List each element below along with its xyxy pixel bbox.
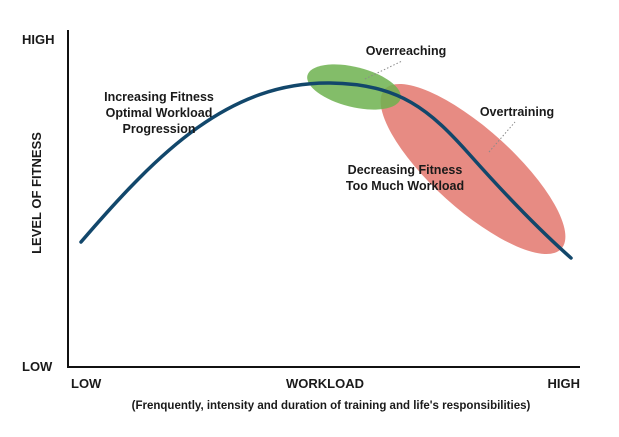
too-much-workload-label: Too Much Workload: [346, 179, 464, 193]
x-axis-title: WORKLOAD: [286, 376, 364, 391]
overtraining-zone: [380, 84, 566, 254]
overreaching-zone: [307, 64, 401, 110]
progression-label: Progression: [123, 122, 196, 136]
x-axis-caption: (Frenquently, intensity and duration of …: [132, 400, 531, 412]
x-axis-low-label: LOW: [71, 376, 102, 391]
y-axis-low-label: LOW: [22, 359, 53, 374]
y-axis-title: LEVEL OF FITNESS: [29, 132, 44, 254]
fitness-curve: [79, 81, 573, 260]
decreasing-fitness-label: Decreasing Fitness: [348, 163, 463, 177]
y-axis-high-label: HIGH: [22, 32, 55, 47]
overtraining-label: Overtraining: [480, 105, 554, 119]
optimal-workload-label: Optimal Workload: [106, 106, 213, 120]
overreaching-label: Overreaching: [366, 44, 447, 58]
x-axis-high-label: HIGH: [548, 376, 581, 391]
increasing-fitness-label: Increasing Fitness: [104, 90, 214, 104]
